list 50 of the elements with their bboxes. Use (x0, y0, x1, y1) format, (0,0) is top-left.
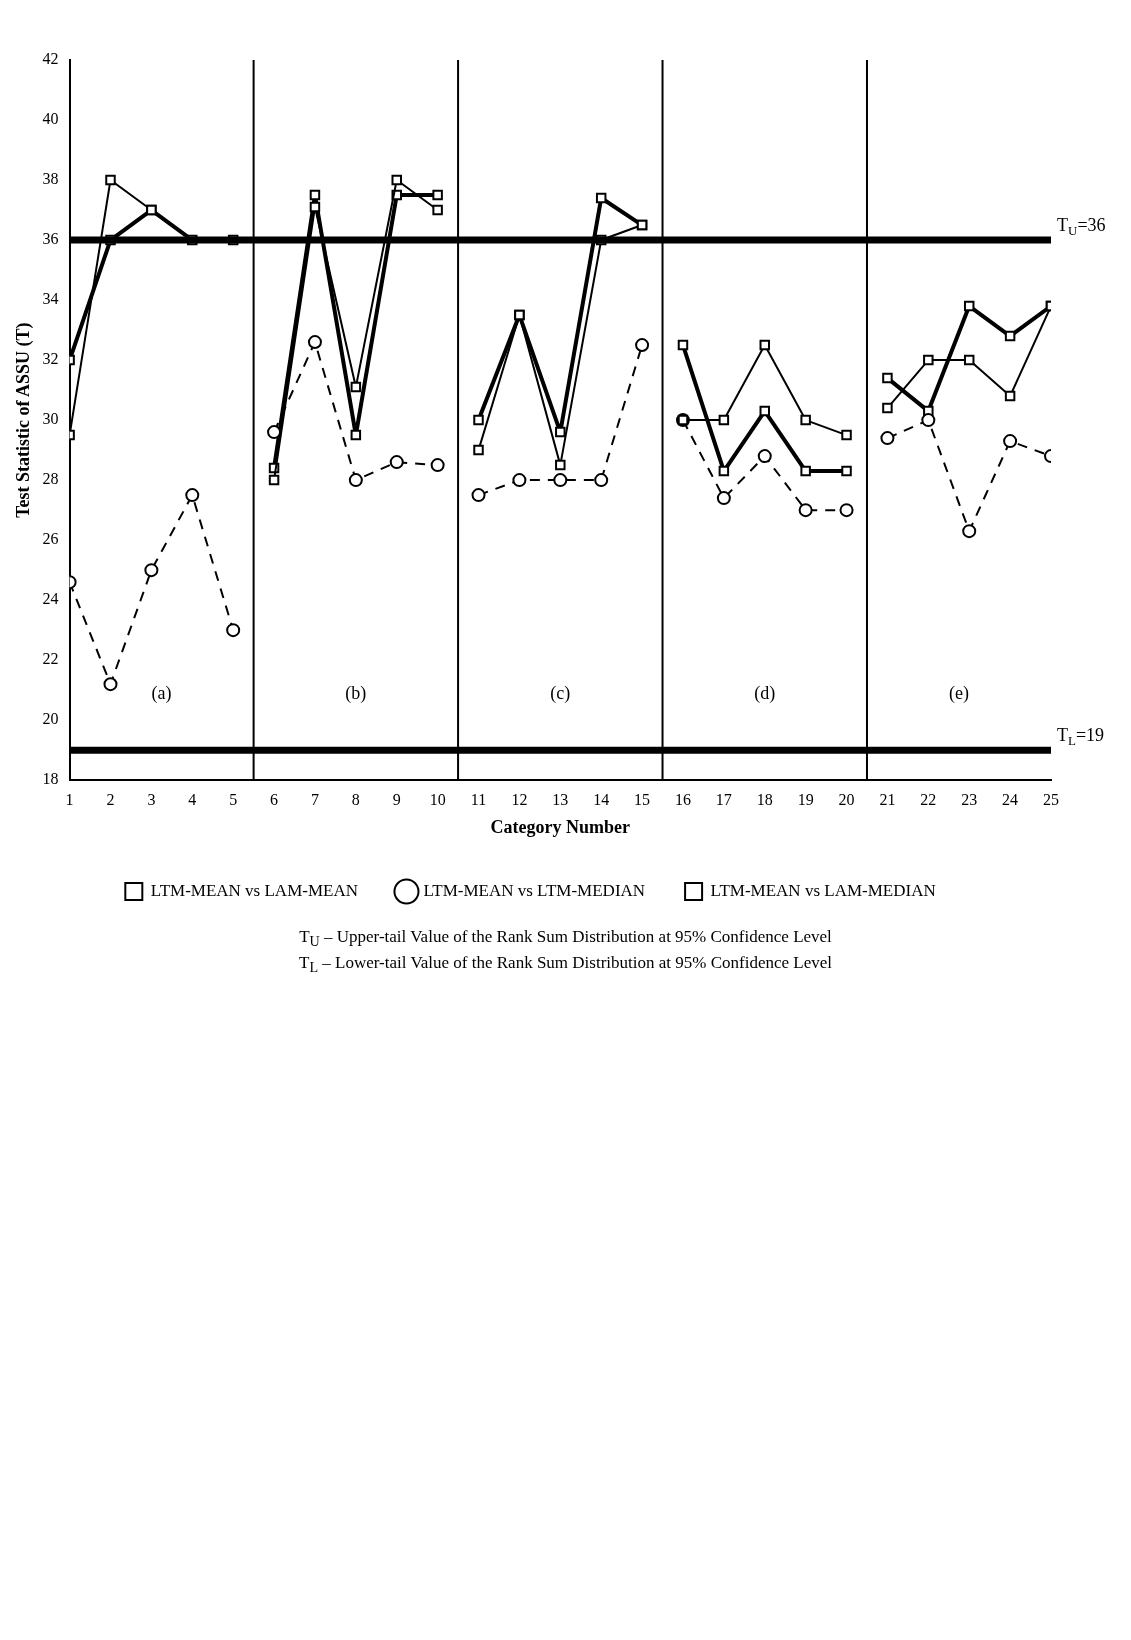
y-tick-label: 34 (42, 290, 59, 308)
text: T$_{L}$ – Lower-tail Value of the Rank Sum Distribution at 95% Confidence Level (298, 952, 833, 978)
x-tick-label: 10 (429, 791, 446, 808)
x-tick-label: 7 (310, 791, 319, 808)
text: T$_{U}$ – Upper-tail Value of the Rank Sum Distribution at 95% Confidence Level (298, 926, 833, 952)
x-tick-label: 8 (351, 791, 360, 808)
x-tick-label: 17 (715, 791, 732, 808)
y-tick-label: 38 (42, 170, 59, 188)
x-tick-label: 13 (552, 791, 569, 808)
x-axis-title: Category Number (490, 816, 631, 837)
annotation: (a) (151, 682, 172, 704)
x-tick-label: 20 (838, 791, 855, 808)
x-tick-label: 24 (1002, 791, 1019, 808)
x-tick-label: 25 (1043, 791, 1059, 808)
legend-label: LTM-MEAN vs LAM-MEDIAN (710, 880, 936, 900)
y-tick-label: 26 (42, 530, 59, 548)
y-tick-label: 30 (42, 410, 59, 428)
y-axis-title: Test Statistic of ASSU (T) (13, 322, 35, 518)
y-tick-label: 40 (42, 110, 59, 128)
legend-label: LTM-MEAN vs LTM-MEDIAN (423, 880, 646, 900)
x-tick-label: 14 (593, 791, 610, 808)
x-tick-label: 1 (65, 791, 74, 808)
y-tick-label: 36 (42, 230, 59, 248)
y-tick-label: 18 (42, 770, 59, 788)
x-tick-label: 12 (511, 791, 528, 808)
y-tick-label: 22 (42, 650, 59, 668)
y-tick-label: 28 (42, 470, 59, 488)
x-tick-label: 21 (879, 791, 896, 808)
legend-label: LTM-MEAN vs LAM-MEAN (150, 880, 358, 900)
x-tick-label: 18 (756, 791, 773, 808)
x-tick-label: 22 (920, 791, 937, 808)
annotation: (e) (949, 682, 969, 704)
y-tick-label: 32 (42, 350, 59, 368)
y-tick-label: 24 (42, 590, 59, 608)
x-tick-label: 2 (106, 791, 115, 808)
y-tick-label: 20 (42, 710, 59, 728)
x-tick-label: 16 (674, 791, 691, 808)
x-tick-label: 6 (270, 791, 279, 808)
x-tick-label: 5 (229, 791, 238, 808)
x-tick-label: 19 (797, 791, 814, 808)
annotation: (b) (345, 682, 367, 704)
x-tick-label: 3 (147, 791, 156, 808)
x-tick-label: 15 (634, 791, 651, 808)
annotation: (d) (754, 682, 776, 704)
x-tick-label: 9 (392, 791, 401, 808)
x-tick-label: 4 (188, 791, 197, 808)
annotation: (c) (550, 682, 571, 704)
y-tick-label: 42 (42, 50, 59, 68)
x-tick-label: 23 (961, 791, 978, 808)
x-tick-label: 11 (470, 791, 487, 808)
